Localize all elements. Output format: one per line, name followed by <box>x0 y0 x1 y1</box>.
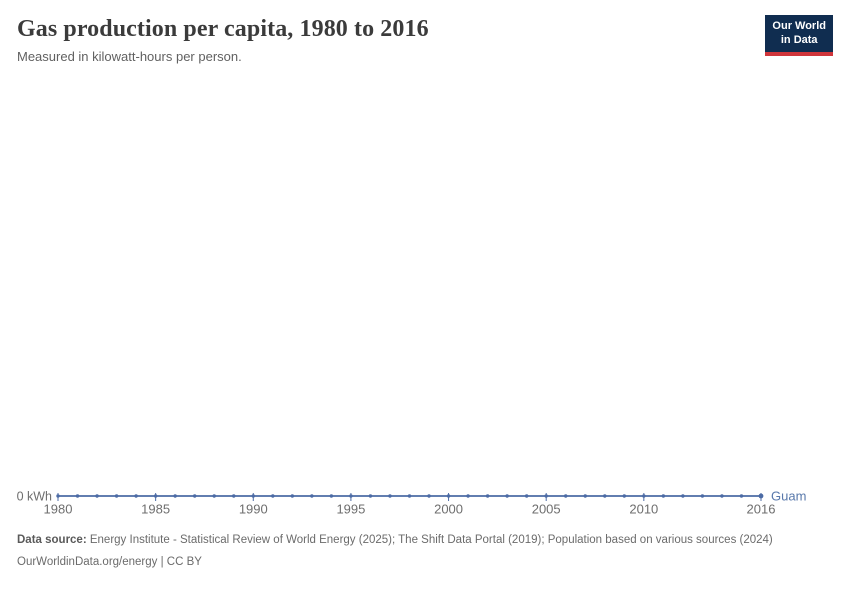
data-point[interactable] <box>642 494 646 498</box>
data-source-label: Data source: <box>17 534 87 546</box>
data-point[interactable] <box>739 494 744 498</box>
data-point[interactable] <box>192 494 197 498</box>
data-point[interactable] <box>720 494 724 498</box>
axis-and-series: 1980 1985 1990 1995 2000 2005 2010 2016 <box>44 493 776 517</box>
data-point[interactable] <box>700 494 705 498</box>
data-point[interactable] <box>524 494 529 498</box>
data-point[interactable] <box>271 494 275 498</box>
data-point[interactable] <box>564 494 568 498</box>
data-point[interactable] <box>583 494 587 498</box>
x-axis-tick-label: 1985 <box>141 502 170 517</box>
data-source-line: Data source: Energy Institute - Statisti… <box>17 533 833 548</box>
data-point[interactable] <box>310 494 314 498</box>
data-point[interactable] <box>368 494 373 498</box>
data-point[interactable] <box>251 494 255 498</box>
chart-subtitle: Measured in kilowatt-hours per person. <box>17 49 242 64</box>
data-point[interactable] <box>446 494 451 498</box>
owid-logo: Our World in Data <box>765 15 833 56</box>
chart-footer: Data source: Energy Institute - Statisti… <box>17 533 833 569</box>
x-axis-tick-label: 1980 <box>44 502 73 517</box>
owid-logo-line1: Our World <box>772 20 826 32</box>
chart-header: Gas production per capita, 1980 to 2016 … <box>17 14 740 65</box>
data-point[interactable] <box>758 493 764 499</box>
data-point[interactable] <box>466 494 470 498</box>
data-point[interactable] <box>388 494 392 498</box>
y-axis-zero-label: 0 kWh <box>17 490 52 504</box>
data-point[interactable] <box>544 494 548 498</box>
data-source-text: Energy Institute - Statistical Review of… <box>86 534 773 546</box>
data-point[interactable] <box>329 494 334 498</box>
x-axis-tick-label: 2016 <box>747 502 776 517</box>
owid-logo-line2: in Data <box>780 33 818 46</box>
x-axis-tick-label: 1995 <box>336 502 365 517</box>
data-point[interactable] <box>349 494 353 498</box>
data-point[interactable] <box>290 494 295 498</box>
x-axis-tick-label: 1990 <box>239 502 268 517</box>
data-point[interactable] <box>427 494 431 498</box>
data-point[interactable] <box>114 494 119 498</box>
data-point[interactable] <box>407 494 412 498</box>
x-axis-tick-label: 2000 <box>434 502 463 517</box>
data-point[interactable] <box>232 494 236 498</box>
data-point[interactable] <box>505 494 509 498</box>
data-point[interactable] <box>212 494 216 498</box>
x-axis-tick-label: 2005 <box>532 502 561 517</box>
data-point[interactable] <box>173 494 177 498</box>
data-point[interactable] <box>75 494 80 498</box>
plot-svg[interactable]: 1980 1985 1990 1995 2000 2005 2010 2016 0 kWh G… <box>0 478 850 525</box>
data-point[interactable] <box>622 494 627 498</box>
data-point[interactable] <box>603 494 607 498</box>
x-axis-tick-label: 2010 <box>629 502 658 517</box>
data-point[interactable] <box>95 494 99 498</box>
license-line: OurWorldinData.org/energy | CC BY <box>17 555 202 568</box>
data-point[interactable] <box>681 494 685 498</box>
chart-title: Gas production per capita, 1980 to 2016 <box>17 16 429 42</box>
data-point[interactable] <box>56 494 60 498</box>
data-point[interactable] <box>134 494 138 498</box>
data-point[interactable] <box>485 494 490 498</box>
data-point[interactable] <box>661 494 666 498</box>
data-point[interactable] <box>153 494 158 498</box>
entity-label-guam[interactable]: Guam <box>771 489 806 504</box>
